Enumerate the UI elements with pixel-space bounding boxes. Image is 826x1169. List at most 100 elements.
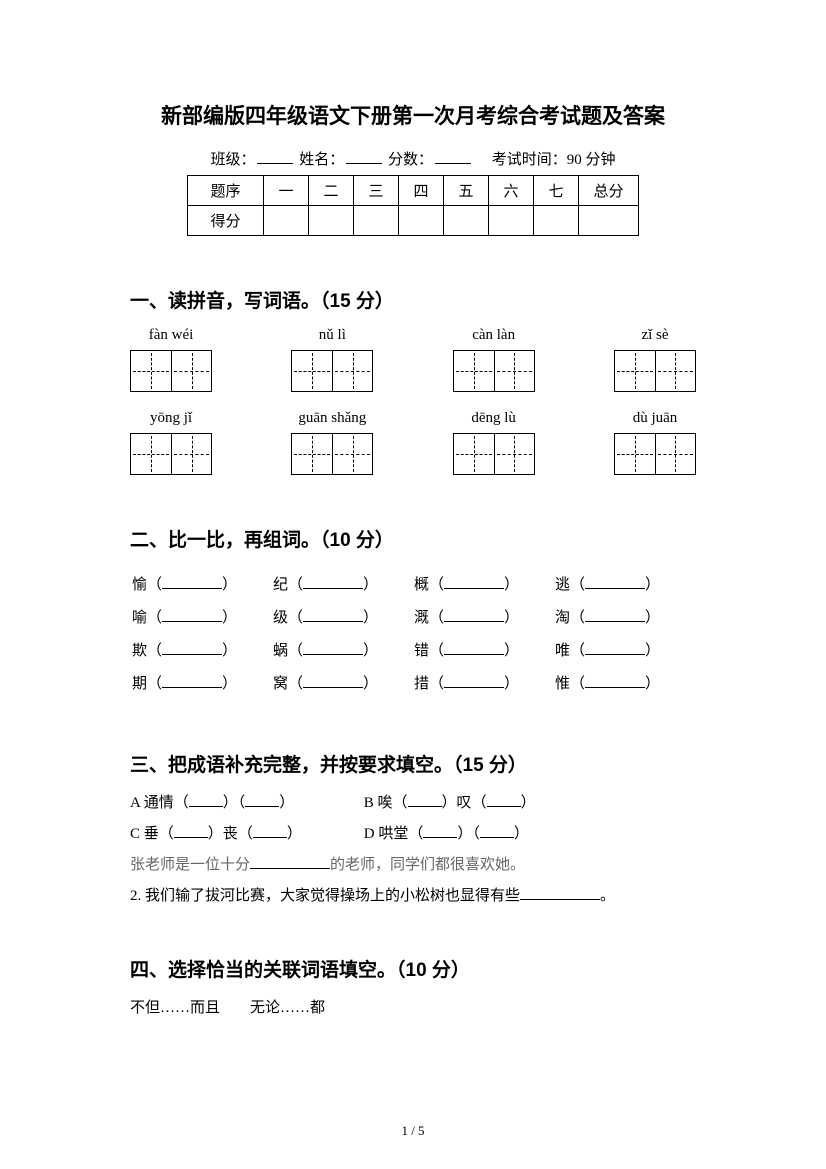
score-label: 分数： <box>388 152 433 168</box>
blank[interactable] <box>245 792 279 807</box>
table-row: 喻（） 级（） 溉（） 淘（） <box>132 601 694 632</box>
score-cell[interactable] <box>444 206 489 236</box>
pinyin-row: yōng jǐ guān shǎng dēng lù dù juān <box>130 410 696 475</box>
pinyin-label: zǐ sè <box>614 327 696 344</box>
char: 淘 <box>555 610 570 626</box>
char: 期 <box>132 676 147 692</box>
idiom-c: C 垂 <box>130 826 159 842</box>
pinyin-item: yōng jǐ <box>130 410 212 475</box>
score-table: 题序 一 二 三 四 五 六 七 总分 得分 <box>187 175 639 236</box>
blank[interactable] <box>303 574 363 589</box>
blank[interactable] <box>585 640 645 655</box>
blank[interactable] <box>174 823 208 838</box>
char: 逃 <box>555 577 570 593</box>
blank[interactable] <box>408 792 442 807</box>
table-row: 期（） 窝（） 措（） 惟（） <box>132 667 694 698</box>
name-blank[interactable] <box>346 149 382 164</box>
char: 喻 <box>132 610 147 626</box>
pinyin-label: guān shǎng <box>291 410 373 427</box>
blank[interactable] <box>585 673 645 688</box>
blank[interactable] <box>444 607 504 622</box>
idiom-d: D 哄堂 <box>364 826 409 842</box>
td-score-label: 得分 <box>188 206 264 236</box>
table-row: 欺（） 蜗（） 错（） 唯（） <box>132 634 694 665</box>
idiom-row: A 通情（）（） B 唉（）叹（） <box>130 791 696 812</box>
blank[interactable] <box>520 885 600 900</box>
section-heading: 二、比一比，再组词。（10 分） <box>130 525 696 552</box>
blank[interactable] <box>487 792 521 807</box>
table-row: 得分 <box>188 206 639 236</box>
char-box-pair[interactable] <box>453 350 535 392</box>
score-cell[interactable] <box>489 206 534 236</box>
th-total: 总分 <box>579 176 639 206</box>
char: 惟 <box>555 676 570 692</box>
score-cell[interactable] <box>399 206 444 236</box>
table-row: 愉（） 纪（） 概（） 逃（） <box>132 568 694 599</box>
char-box-pair[interactable] <box>614 433 696 475</box>
blank[interactable] <box>162 607 222 622</box>
blank[interactable] <box>303 640 363 655</box>
class-blank[interactable] <box>257 149 293 164</box>
char-box-pair[interactable] <box>453 433 535 475</box>
blank[interactable] <box>585 607 645 622</box>
section-heading: 一、读拼音，写词语。（15 分） <box>130 286 696 313</box>
th-col: 五 <box>444 176 489 206</box>
pinyin-label: dù juān <box>614 410 696 427</box>
score-cell[interactable] <box>579 206 639 236</box>
blank[interactable] <box>250 854 330 869</box>
th-seq: 题序 <box>188 176 264 206</box>
char: 窝 <box>273 676 288 692</box>
blank[interactable] <box>162 574 222 589</box>
pinyin-item: nǔ lì <box>291 327 373 392</box>
char: 愉 <box>132 577 147 593</box>
th-col: 六 <box>489 176 534 206</box>
blank[interactable] <box>444 673 504 688</box>
blank[interactable] <box>189 792 223 807</box>
th-col: 四 <box>399 176 444 206</box>
score-cell[interactable] <box>309 206 354 236</box>
char-box-pair[interactable] <box>614 350 696 392</box>
section-3: 三、把成语补充完整，并按要求填空。（15 分） A 通情（）（） B 唉（）叹（… <box>130 750 696 905</box>
blank[interactable] <box>585 574 645 589</box>
blank[interactable] <box>423 823 457 838</box>
th-col: 一 <box>264 176 309 206</box>
idiom-b: B 唉 <box>364 795 393 811</box>
th-col: 二 <box>309 176 354 206</box>
blank[interactable] <box>303 607 363 622</box>
score-cell[interactable] <box>354 206 399 236</box>
blank[interactable] <box>480 823 514 838</box>
blank[interactable] <box>162 640 222 655</box>
section-4: 四、选择恰当的关联词语填空。（10 分） 不但……而且 无论……都 <box>130 955 696 1017</box>
blank[interactable] <box>444 574 504 589</box>
score-cell[interactable] <box>264 206 309 236</box>
th-col: 七 <box>534 176 579 206</box>
th-col: 三 <box>354 176 399 206</box>
text: 张老师是一位十分 <box>130 857 250 873</box>
text: 2. 我们输了拔河比赛，大家觉得操场上的小松树也显得有些 <box>130 888 520 904</box>
char: 蜗 <box>273 643 288 659</box>
blank[interactable] <box>162 673 222 688</box>
score-cell[interactable] <box>534 206 579 236</box>
blank[interactable] <box>303 673 363 688</box>
char: 概 <box>414 577 429 593</box>
blank[interactable] <box>253 823 287 838</box>
idiom-c-mid: 丧 <box>223 826 238 842</box>
char-box-pair[interactable] <box>130 350 212 392</box>
text: 。 <box>600 888 615 904</box>
conjunction-options: 不但……而且 无论……都 <box>130 996 696 1017</box>
score-blank[interactable] <box>435 149 471 164</box>
section-heading: 三、把成语补充完整，并按要求填空。（15 分） <box>130 750 696 777</box>
char: 措 <box>414 676 429 692</box>
page-footer: 1 / 5 <box>0 1123 826 1139</box>
pinyin-item: dēng lù <box>453 410 535 475</box>
sentence-2: 2. 我们输了拔河比赛，大家觉得操场上的小松树也显得有些 。 <box>130 884 696 905</box>
pinyin-label: yōng jǐ <box>130 410 212 427</box>
char: 唯 <box>555 643 570 659</box>
blank[interactable] <box>444 640 504 655</box>
sentence-1: 张老师是一位十分的老师，同学们都很喜欢她。 <box>130 853 696 874</box>
idiom-b-mid: 叹 <box>457 795 472 811</box>
char-box-pair[interactable] <box>291 350 373 392</box>
char-box-pair[interactable] <box>291 433 373 475</box>
pinyin-label: fàn wéi <box>130 327 212 344</box>
char-box-pair[interactable] <box>130 433 212 475</box>
